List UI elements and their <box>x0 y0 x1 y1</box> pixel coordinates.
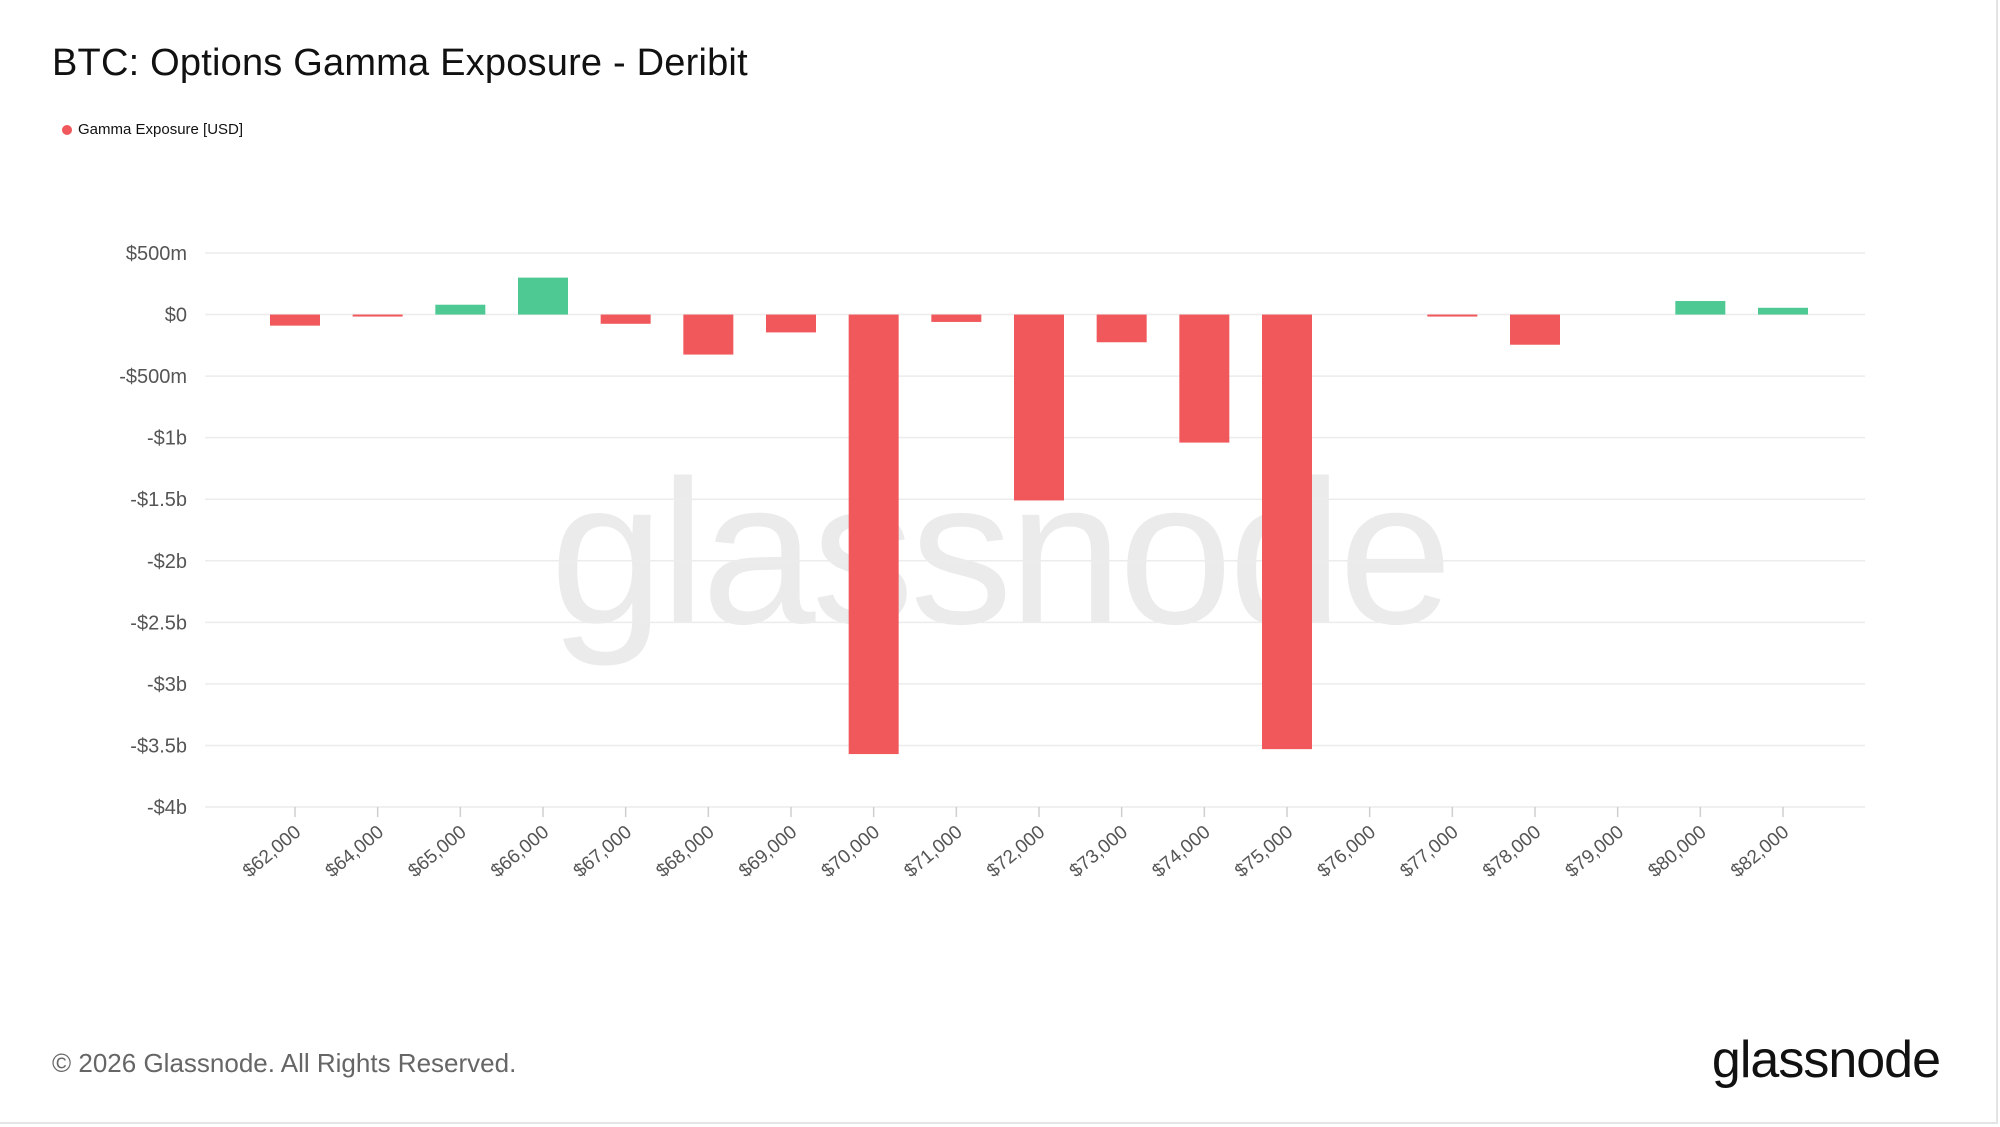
y-tick-label: -$3b <box>147 674 187 696</box>
x-tick-label: $78,000 <box>1479 822 1545 882</box>
bar <box>435 304 486 315</box>
bar <box>518 277 568 315</box>
x-tick-label: $71,000 <box>900 822 966 882</box>
x-tick-label: $64,000 <box>322 822 388 882</box>
x-tick-label: $75,000 <box>1231 822 1297 882</box>
x-tick-label: $79,000 <box>1562 822 1628 882</box>
y-tick-label: -$2b <box>147 551 187 573</box>
x-tick-label: $70,000 <box>818 822 884 882</box>
y-tick-label: -$2.5b <box>130 612 187 634</box>
x-tick-label: $69,000 <box>735 822 801 882</box>
y-tick-label: -$500m <box>119 366 187 388</box>
y-tick-label: $500m <box>126 243 187 265</box>
x-tick-label: $77,000 <box>1396 822 1462 882</box>
bar <box>1014 314 1064 501</box>
copyright-text: © 2026 Glassnode. All Rights Reserved. <box>52 1048 517 1078</box>
bar <box>683 314 734 355</box>
bar <box>1096 314 1147 343</box>
chart-title: BTC: Options Gamma Exposure - Deribit <box>52 42 748 84</box>
y-tick-label: -$4b <box>147 797 187 819</box>
x-tick-label: $74,000 <box>1148 822 1214 882</box>
y-tick-label: -$1.5b <box>130 489 187 511</box>
bar <box>766 314 816 333</box>
legend-label: Gamma Exposure [USD] <box>78 121 244 138</box>
bar <box>1427 314 1478 317</box>
x-tick-label: $73,000 <box>1066 822 1132 882</box>
x-tick-label: $62,000 <box>239 822 305 882</box>
bar <box>1510 314 1560 345</box>
glassnode-logo: glassnode <box>1711 1031 1941 1089</box>
legend-dot-icon <box>62 124 72 135</box>
bar <box>352 314 403 317</box>
bar <box>931 314 982 322</box>
bar <box>1262 314 1312 750</box>
bar <box>270 314 320 326</box>
y-tick-label: -$1b <box>147 428 187 450</box>
x-tick-label: $80,000 <box>1644 822 1710 882</box>
legend[interactable]: Gamma Exposure [USD] <box>62 121 243 138</box>
bar <box>1179 314 1230 443</box>
x-tick-label: $82,000 <box>1727 822 1793 882</box>
x-tick-label: $72,000 <box>983 822 1049 882</box>
x-tick-label: $67,000 <box>570 822 636 882</box>
x-tick-label: $66,000 <box>487 822 553 882</box>
y-tick-label: -$3.5b <box>130 735 187 757</box>
x-tick-label: $76,000 <box>1314 822 1380 882</box>
x-tick-label: $65,000 <box>404 822 470 882</box>
x-tick-label: $68,000 <box>652 822 718 882</box>
bar <box>1758 307 1808 315</box>
bar <box>848 314 899 755</box>
bar <box>600 314 651 324</box>
bar <box>1675 301 1726 315</box>
y-tick-label: $0 <box>165 305 187 327</box>
